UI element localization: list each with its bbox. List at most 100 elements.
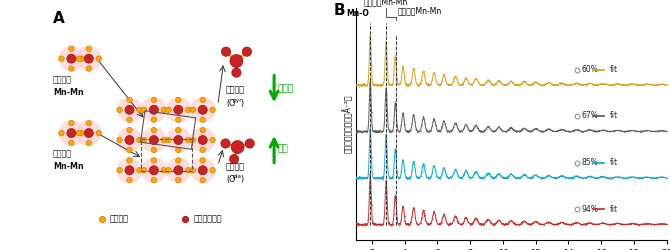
- Circle shape: [149, 136, 158, 144]
- Bar: [141, 139, 192, 172]
- Circle shape: [176, 177, 181, 183]
- Circle shape: [141, 107, 147, 112]
- Text: Mn-Mn: Mn-Mn: [53, 162, 84, 171]
- Circle shape: [176, 117, 181, 122]
- Circle shape: [210, 168, 215, 173]
- Circle shape: [76, 56, 82, 62]
- Circle shape: [221, 47, 230, 56]
- Circle shape: [59, 56, 64, 62]
- Circle shape: [186, 107, 191, 112]
- Text: 94%: 94%: [582, 204, 598, 214]
- Ellipse shape: [117, 158, 142, 183]
- Text: fit: fit: [609, 65, 618, 74]
- Circle shape: [68, 140, 74, 146]
- Circle shape: [127, 97, 132, 103]
- Circle shape: [165, 168, 172, 173]
- Circle shape: [86, 46, 92, 52]
- Circle shape: [149, 105, 158, 114]
- Circle shape: [200, 117, 206, 122]
- Circle shape: [165, 137, 172, 143]
- Circle shape: [125, 166, 134, 175]
- Text: B: B: [334, 3, 345, 18]
- Circle shape: [190, 168, 196, 173]
- Circle shape: [230, 54, 243, 68]
- Text: 酸素原子: 酸素原子: [226, 162, 245, 171]
- Ellipse shape: [76, 46, 102, 72]
- Circle shape: [165, 107, 172, 112]
- Circle shape: [127, 128, 132, 133]
- Circle shape: [231, 140, 244, 153]
- Ellipse shape: [190, 127, 216, 153]
- Circle shape: [174, 136, 183, 144]
- Text: fit: fit: [609, 204, 618, 214]
- Ellipse shape: [141, 158, 167, 183]
- Circle shape: [161, 137, 167, 143]
- Ellipse shape: [165, 158, 191, 183]
- Text: 67%: 67%: [582, 112, 598, 120]
- Circle shape: [161, 107, 167, 112]
- Circle shape: [174, 166, 183, 175]
- Circle shape: [186, 168, 191, 173]
- Circle shape: [67, 128, 76, 138]
- Circle shape: [127, 158, 132, 163]
- Circle shape: [198, 136, 207, 144]
- Circle shape: [137, 168, 142, 173]
- Circle shape: [200, 97, 206, 103]
- Circle shape: [59, 130, 64, 136]
- Circle shape: [117, 107, 123, 112]
- Text: 辺で隣接: 辺で隣接: [53, 149, 72, 158]
- Text: pyr: pyr: [232, 98, 242, 103]
- Ellipse shape: [117, 127, 142, 153]
- Text: A: A: [53, 11, 64, 26]
- Circle shape: [198, 105, 207, 114]
- Circle shape: [68, 66, 74, 71]
- Circle shape: [151, 177, 157, 183]
- Text: Mn-O: Mn-O: [346, 9, 369, 18]
- Circle shape: [127, 147, 132, 153]
- Circle shape: [245, 139, 255, 148]
- Circle shape: [125, 136, 134, 144]
- Text: 点で隣接: 点で隣接: [53, 75, 72, 84]
- Text: 85%: 85%: [582, 158, 598, 167]
- Circle shape: [96, 56, 101, 62]
- Text: 点で隣接Mn-Mn: 点で隣接Mn-Mn: [397, 6, 442, 15]
- Circle shape: [190, 137, 196, 143]
- Text: fit: fit: [609, 112, 618, 120]
- Circle shape: [149, 166, 158, 175]
- Circle shape: [76, 130, 82, 136]
- Circle shape: [232, 68, 241, 77]
- Circle shape: [86, 66, 92, 71]
- Circle shape: [200, 158, 206, 163]
- Circle shape: [78, 130, 84, 136]
- Circle shape: [176, 158, 181, 163]
- Bar: [141, 111, 196, 149]
- Text: 不安定: 不安定: [277, 84, 293, 93]
- Circle shape: [86, 140, 92, 146]
- Circle shape: [151, 97, 157, 103]
- Text: 辺で隣接Mn-Mn: 辺で隣接Mn-Mn: [364, 0, 408, 6]
- Ellipse shape: [141, 127, 167, 153]
- Ellipse shape: [141, 97, 167, 123]
- Circle shape: [84, 54, 93, 63]
- Circle shape: [151, 158, 157, 163]
- Circle shape: [161, 168, 167, 173]
- Ellipse shape: [190, 97, 216, 123]
- Circle shape: [141, 168, 147, 173]
- Text: 酸素原子: 酸素原子: [110, 214, 129, 224]
- Text: ): ): [241, 99, 243, 108]
- Text: 酸素原子: 酸素原子: [226, 86, 245, 94]
- Ellipse shape: [190, 158, 216, 183]
- Circle shape: [127, 117, 132, 122]
- Circle shape: [141, 137, 147, 143]
- Circle shape: [96, 130, 101, 136]
- Ellipse shape: [165, 127, 191, 153]
- Ellipse shape: [58, 120, 84, 146]
- Circle shape: [68, 120, 74, 126]
- Circle shape: [210, 107, 215, 112]
- Circle shape: [117, 168, 123, 173]
- Circle shape: [200, 147, 206, 153]
- Text: マンガン原子: マンガン原子: [194, 214, 222, 224]
- Ellipse shape: [117, 97, 142, 123]
- Circle shape: [151, 147, 157, 153]
- Y-axis label: 還元二体分布関数（Å⁻²）: 還元二体分布関数（Å⁻²）: [342, 94, 353, 153]
